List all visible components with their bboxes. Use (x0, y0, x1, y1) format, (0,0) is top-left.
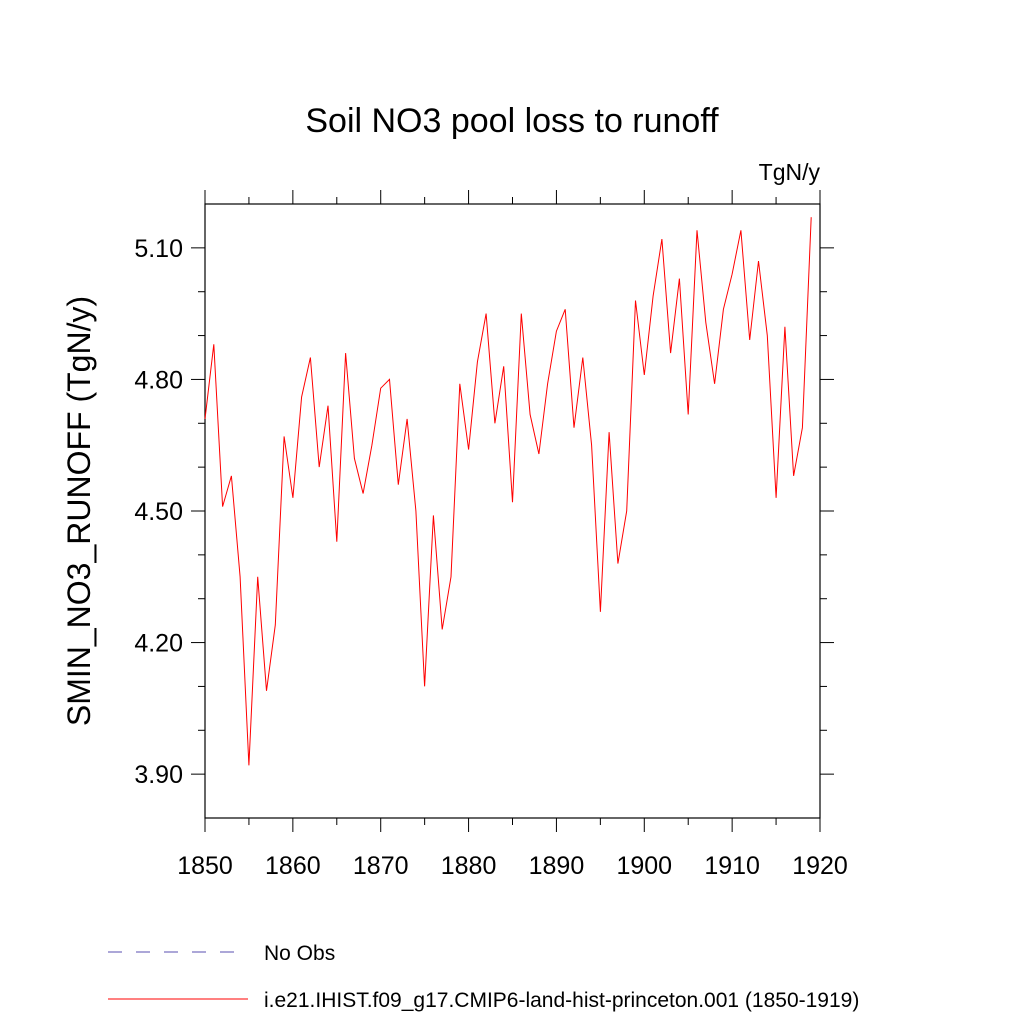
plot-frame (204, 203, 821, 819)
y-tick-label: 4.20 (134, 630, 183, 658)
series-layer (204, 217, 812, 766)
x-tick-label: 1900 (616, 852, 672, 880)
units-label: TgN/y (759, 159, 821, 185)
series-line (204, 217, 812, 766)
legend: No Obs i.e21.IHIST.f09_g17.CMIP6-land-his… (108, 942, 859, 1012)
y-tick-label: 3.90 (134, 761, 183, 789)
x-tick-label: 1860 (265, 852, 321, 880)
x-tick-label: 1920 (792, 852, 848, 880)
x-tick-label: 1870 (353, 852, 409, 880)
legend-label: No Obs (264, 942, 335, 965)
y-tick-label: 5.10 (134, 235, 183, 263)
x-tick-label: 1880 (441, 852, 497, 880)
y-tick-label: 4.80 (134, 366, 183, 394)
chart-title: Soil NO3 pool loss to runoff (305, 102, 719, 140)
y-axis-label: SMIN_NO3_RUNOFF (TgN/y) (61, 296, 97, 726)
x-tick-label: 1910 (704, 852, 760, 880)
x-tick-label: 1890 (529, 852, 585, 880)
y-tick-label: 4.50 (134, 498, 183, 526)
axes: 1850 1860 1870 1880 1890 1900 1910 1920 3.90 4.20… (134, 190, 848, 880)
legend-label: i.e21.IHIST.f09_g17.CMIP6-land-hist-prin… (264, 989, 859, 1012)
x-tick-label: 1850 (177, 852, 233, 880)
